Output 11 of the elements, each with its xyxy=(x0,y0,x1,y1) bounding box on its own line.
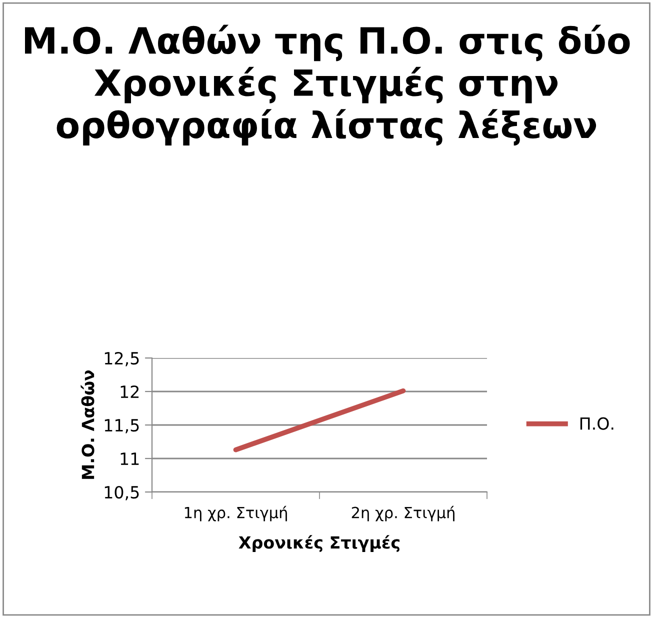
y-tick-label: 11 xyxy=(120,452,139,465)
y-tick-label: 12 xyxy=(120,385,139,398)
legend-label: Π.Ο. xyxy=(580,417,614,430)
y-tick-label: 12,5 xyxy=(104,352,139,366)
chart-title: Μ.Ο. Λαθών της Π.Ο. στις δύο Χρονικές Στιγμές στην ορθογραφία λίστας λέξεων xyxy=(25,24,630,146)
y-tick-label: 11,5 xyxy=(104,419,139,434)
y-axis-title: Μ.Ο. Λαθών xyxy=(80,370,94,479)
x-tick-label: 1η χρ. Στιγμή xyxy=(184,506,287,522)
x-tick-label: 2η χρ. Στιγμή xyxy=(352,506,454,522)
x-axis-title: Χρονικές Στιγμές xyxy=(238,535,400,552)
y-tick-label: 10,5 xyxy=(104,486,139,500)
